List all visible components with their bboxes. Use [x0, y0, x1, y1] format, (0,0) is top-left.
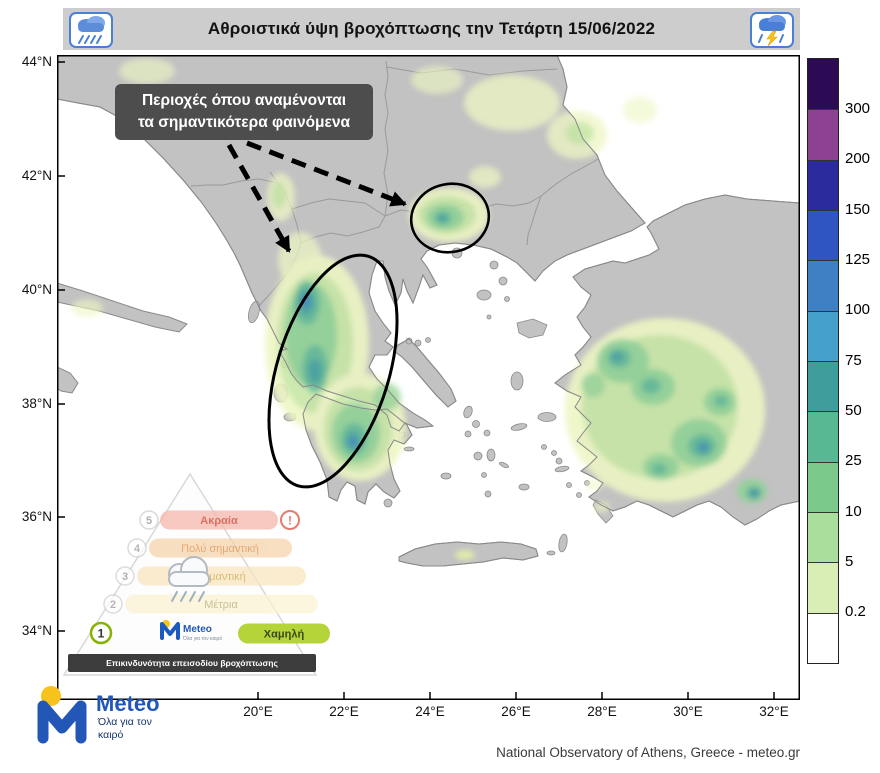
svg-text:4: 4	[134, 543, 141, 555]
colorbar-segment	[808, 159, 838, 210]
colorbar-tick: 125	[845, 251, 871, 268]
svg-text:Χαμηλή: Χαμηλή	[264, 629, 305, 641]
rainfall-colorbar	[807, 58, 839, 664]
colorbar-tick: 200	[845, 150, 871, 167]
svg-text:Meteo: Meteo	[183, 624, 212, 635]
lon-label: 30°E	[673, 704, 703, 719]
svg-text:!: !	[288, 514, 292, 528]
colorbar-segment	[808, 612, 838, 663]
svg-text:1: 1	[98, 627, 105, 641]
lon-label: 22°E	[329, 704, 359, 719]
colorbar-tick: 150	[845, 201, 871, 218]
severity-level-5: 5 Ακραία !	[139, 510, 300, 530]
colorbar-tick: 0.2	[845, 603, 866, 620]
highlight-annotations	[226, 140, 491, 489]
colorbar-segment	[808, 461, 838, 512]
svg-text:Όλα για τον καιρό: Όλα για τον καιρό	[182, 635, 222, 642]
meteo-logo-brand: Meteo	[96, 691, 160, 716]
colorbar-segment	[808, 411, 838, 462]
colorbar-segment	[808, 310, 838, 361]
colorbar-segment	[808, 209, 838, 261]
lat-label: 36°N	[21, 509, 52, 524]
colorbar-tick: 100	[845, 301, 871, 318]
precipitation-field	[71, 58, 767, 560]
rain-cloud-icon	[69, 12, 113, 48]
lat-label: 38°N	[21, 396, 52, 411]
colorbar-segment	[808, 260, 838, 311]
title-bar: Αθροιστικά ύψη βροχόπτωσης την Τετάρτη 1…	[63, 8, 800, 50]
lat-label: 44°N	[21, 54, 52, 69]
svg-text:Επικινδυνότητα επεισοδίου βροχ: Επικινδυνότητα επεισοδίου βροχόπτωσης	[106, 658, 278, 668]
lon-label: 28°E	[587, 704, 617, 719]
annotation-arrow-north	[246, 140, 407, 207]
pyramid-caption-bar: Επικινδυνότητα επεισοδίου βροχόπτωσης	[68, 654, 316, 672]
severity-level-1: 1 Χαμηλή	[89, 621, 330, 645]
colorbar-segment	[808, 562, 838, 613]
landmasses	[56, 54, 801, 567]
colorbar-tick: 5	[845, 553, 854, 570]
annotation-arrow-west	[226, 143, 292, 253]
severity-level-3: 3 Σημαντική	[115, 566, 306, 586]
highlight-ellipse-north	[409, 182, 491, 254]
severity-pyramid: 5 Ακραία ! 4 Πολύ σημαντική 3 Σημαντική	[62, 468, 332, 688]
annotation-line-1: Περιοχές όπου αναμένονται	[141, 91, 347, 109]
lon-label: 26°E	[501, 704, 531, 719]
lat-label: 40°N	[21, 282, 52, 297]
colorbar-segment	[808, 360, 838, 412]
lon-label: 20°E	[243, 704, 273, 719]
rainfall-map	[56, 54, 801, 700]
svg-text:2: 2	[110, 599, 116, 611]
rain-cloud-glyph	[168, 556, 210, 602]
colorbar-segment	[808, 511, 838, 563]
svg-text:Μέτρια: Μέτρια	[204, 599, 238, 611]
lon-label: 24°E	[415, 704, 445, 719]
map-area	[56, 54, 801, 700]
meteo-logo-icon	[35, 684, 97, 749]
lon-label: 32°E	[759, 704, 789, 719]
lat-label: 42°N	[21, 168, 52, 183]
colorbar-tick: 300	[845, 100, 871, 117]
severity-level-4: 4 Πολύ σημαντική	[127, 538, 292, 558]
colorbar-tick: 10	[845, 503, 862, 520]
map-frame	[57, 55, 800, 700]
page-title: Αθροιστικά ύψη βροχόπτωσης την Τετάρτη 1…	[207, 19, 656, 38]
storm-cloud-icon	[750, 12, 794, 48]
meteo-logo-tagline: Όλα για τον καιρό	[98, 716, 152, 742]
mini-meteo-logo: Meteo Όλα για τον καιρό	[160, 620, 222, 642]
annotation-box: Περιοχές όπου αναμένονται τα σημαντικότε…	[115, 84, 373, 140]
warning-icon	[280, 510, 300, 530]
svg-text:3: 3	[122, 571, 128, 583]
highlight-ellipse-west	[267, 253, 399, 489]
colorbar-tick: 25	[845, 452, 862, 469]
colorbar-tick: 75	[845, 352, 862, 369]
annotation-line-2: τα σημαντικότερα φαινόμενα	[137, 114, 351, 131]
svg-text:5: 5	[146, 515, 152, 527]
footer-credit: National Observatory of Athens, Greece -…	[496, 745, 800, 760]
severity-level-2: 2 Μέτρια	[103, 594, 318, 614]
svg-text:Πολύ σημαντική: Πολύ σημαντική	[181, 543, 259, 555]
colorbar-tick: 50	[845, 402, 862, 419]
colorbar-segment	[808, 109, 838, 160]
lat-label: 34°N	[21, 623, 52, 638]
colorbar-segment	[808, 59, 838, 110]
svg-text:Ακραία: Ακραία	[200, 515, 238, 527]
